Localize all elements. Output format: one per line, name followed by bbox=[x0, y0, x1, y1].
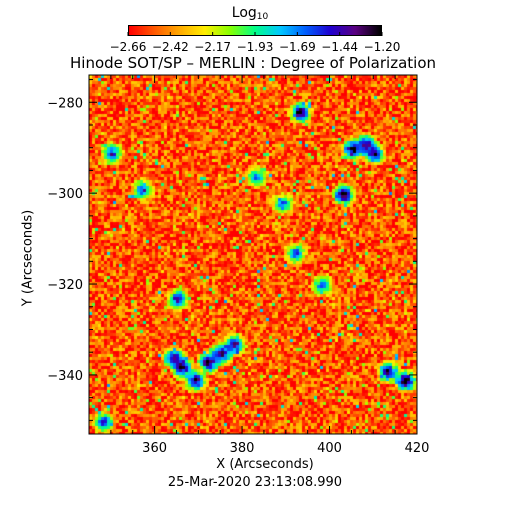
colorbar-tick-label: −1.93 bbox=[237, 40, 274, 54]
y-tick-label: −280 bbox=[47, 96, 83, 111]
colorbar-label-sub: 10 bbox=[256, 12, 269, 22]
colorbar-tick-label: −1.44 bbox=[321, 40, 358, 54]
y-tick-label: −340 bbox=[47, 369, 83, 384]
x-tick-label: 380 bbox=[230, 441, 255, 456]
heatmap-image bbox=[89, 75, 417, 434]
x-tick-label: 360 bbox=[142, 441, 167, 456]
y-axis-label: Y (Arcseconds) bbox=[20, 209, 36, 307]
colorbar-tick-label: −1.69 bbox=[279, 40, 316, 54]
timestamp: 25-Mar-2020 23:13:08.990 bbox=[167, 475, 343, 490]
colorbar-tick-label: −1.20 bbox=[364, 40, 401, 54]
y-tick-label: −320 bbox=[47, 278, 83, 293]
x-tick-label: 400 bbox=[317, 441, 342, 456]
plot-frame bbox=[88, 74, 418, 435]
x-axis-label: X (Arcseconds) bbox=[216, 457, 314, 472]
colorbar-ticks: −2.66 −2.42 −2.17 −1.93 −1.69 −1.44 −1.20 bbox=[110, 32, 401, 54]
colorbar-tick-label: −2.66 bbox=[110, 40, 147, 54]
y-tick-label: −300 bbox=[47, 187, 83, 202]
colorbar-tick-label: −2.17 bbox=[194, 40, 231, 54]
x-tick-label: 420 bbox=[405, 441, 430, 456]
colorbar-label-text: Log bbox=[231, 5, 257, 21]
colorbar-tick-label: −2.42 bbox=[152, 40, 189, 54]
chart-title: Hinode SOT/SP – MERLIN : Degree of Polar… bbox=[70, 54, 436, 72]
colorbar-label: Log10 bbox=[232, 6, 268, 22]
